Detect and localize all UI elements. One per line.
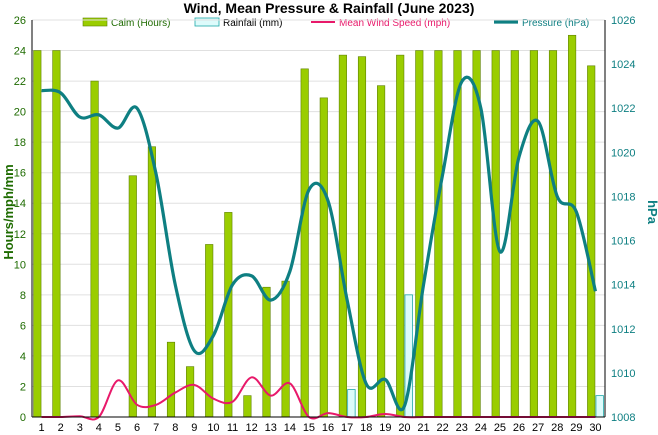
y-tick-label-16: 16 — [14, 168, 26, 180]
y-tick-label-26: 26 — [14, 15, 26, 27]
calm-bar-15 — [300, 68, 309, 418]
calm-bar-16 — [319, 97, 328, 418]
calm-bar-28 — [548, 50, 558, 418]
calm-bar-6 — [128, 175, 137, 418]
rainfall-bar-17 — [347, 389, 356, 418]
x-tick-label-29: 29 — [570, 422, 582, 434]
pressure-line — [41, 75, 598, 412]
y-tick-label-12: 12 — [14, 229, 26, 241]
calm-bar-20 — [396, 54, 405, 418]
x-tick-label-20: 20 — [398, 422, 410, 434]
x-tick-label-25: 25 — [494, 422, 506, 434]
x-tick-label-8: 8 — [172, 422, 178, 434]
x-tick-label-4: 4 — [96, 422, 102, 434]
y-tick-label-2: 2 — [20, 381, 26, 393]
x-tick-label-17: 17 — [341, 422, 353, 434]
legend-swatch-rainfall — [194, 17, 220, 27]
x-tick-label-27: 27 — [532, 422, 544, 434]
calm-bar-9 — [186, 366, 195, 418]
calm-bar-11 — [224, 212, 233, 418]
x-tick-label-28: 28 — [551, 422, 563, 434]
y-tick-label-22: 22 — [14, 76, 26, 88]
y-tick-label-10: 10 — [14, 259, 26, 271]
y2-axis-label: hPa — [645, 200, 658, 225]
x-tick-label-9: 9 — [191, 422, 197, 434]
axes: 0246810121416182022242610081010101210141… — [14, 15, 636, 434]
y2-tick-label-1012: 1012 — [611, 324, 635, 336]
x-tick-label-14: 14 — [284, 422, 296, 434]
y-tick-label-6: 6 — [20, 320, 26, 332]
legend-label-calm: Calm (Hours) — [111, 18, 170, 29]
legend: Calm (Hours) Rainfall (mm) Mean Wind Speed… — [82, 17, 589, 29]
calm-bar-17 — [338, 54, 347, 418]
x-tick-label-10: 10 — [207, 422, 219, 434]
x-tick-label-5: 5 — [115, 422, 121, 434]
y2-tick-label-1010: 1010 — [611, 368, 635, 380]
x-tick-label-26: 26 — [513, 422, 525, 434]
y2-tick-label-1026: 1026 — [611, 15, 635, 27]
y-tick-label-18: 18 — [14, 137, 26, 149]
calm-bar-19 — [377, 85, 386, 418]
x-tick-label-12: 12 — [246, 422, 258, 434]
legend-swatch-calm — [82, 17, 108, 27]
y2-tick-label-1022: 1022 — [611, 103, 635, 115]
calm-bar-27 — [529, 50, 538, 418]
y2-tick-label-1014: 1014 — [611, 280, 635, 292]
x-tick-label-11: 11 — [227, 422, 238, 434]
x-tick-label-16: 16 — [322, 422, 334, 434]
x-tick-label-18: 18 — [360, 422, 372, 434]
x-tick-label-1: 1 — [38, 422, 44, 434]
calm-bar-1 — [33, 50, 42, 418]
x-tick-label-19: 19 — [379, 422, 391, 434]
calm-bar-30 — [587, 65, 596, 418]
y2-tick-label-1018: 1018 — [611, 191, 635, 203]
calm-bar-14 — [281, 280, 290, 418]
y2-tick-label-1016: 1016 — [611, 236, 635, 248]
calm-bar-8 — [166, 341, 176, 418]
calm-bars — [33, 34, 596, 418]
x-tick-label-2: 2 — [58, 422, 64, 434]
calm-bar-7 — [147, 146, 156, 418]
x-tick-label-23: 23 — [456, 422, 468, 434]
y2-tick-label-1008: 1008 — [611, 412, 635, 424]
x-tick-label-6: 6 — [134, 422, 140, 434]
x-tick-label-15: 15 — [303, 422, 315, 434]
x-tick-label-21: 21 — [417, 422, 429, 434]
y-tick-label-14: 14 — [14, 198, 26, 210]
y2-tick-label-1024: 1024 — [611, 59, 635, 71]
x-tick-label-7: 7 — [153, 422, 159, 434]
calm-bar-2 — [52, 50, 61, 418]
x-tick-label-24: 24 — [475, 422, 487, 434]
chart-title: Wind, Mean Pressure & Rainfall (June 202… — [184, 0, 475, 16]
x-tick-label-22: 22 — [437, 422, 449, 434]
y-tick-label-4: 4 — [20, 351, 26, 363]
y-tick-label-8: 8 — [20, 290, 26, 302]
legend-label-rainfall: Rainfall (mm) — [223, 18, 282, 29]
calm-bar-13 — [262, 286, 271, 418]
gridlines — [32, 19, 605, 418]
x-tick-label-30: 30 — [589, 422, 601, 434]
y2-tick-label-1020: 1020 — [611, 147, 635, 159]
rainfall-bar-30 — [595, 395, 604, 418]
calm-bar-12 — [243, 395, 252, 418]
calm-bar-26 — [510, 50, 519, 418]
x-tick-label-3: 3 — [77, 422, 83, 434]
y-tick-label-24: 24 — [14, 46, 26, 58]
calm-bar-10 — [205, 244, 214, 418]
legend-label-wind: Mean Wind Speed (mph) — [339, 18, 450, 29]
x-tick-label-13: 13 — [265, 422, 277, 434]
calm-bar-29 — [568, 34, 577, 418]
calm-bar-21 — [415, 50, 424, 418]
y-tick-label-20: 20 — [14, 107, 26, 119]
calm-bar-22 — [434, 50, 443, 418]
y-axis-label: Hours/mph/mm — [1, 164, 16, 259]
legend-label-pressure: Pressure (hPa) — [522, 18, 589, 29]
y-tick-label-0: 0 — [20, 412, 26, 424]
calm-bar-4 — [90, 80, 99, 418]
